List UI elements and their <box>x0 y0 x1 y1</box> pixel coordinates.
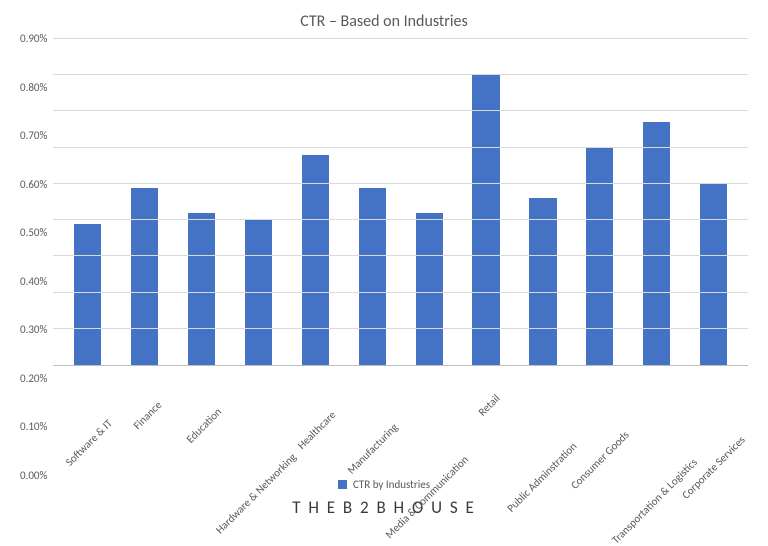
bar-slot <box>515 39 572 365</box>
bar-slot <box>344 39 401 365</box>
bar-slot <box>628 39 685 365</box>
bar <box>188 213 215 365</box>
gridline <box>53 255 748 256</box>
x-tick-slot: Software & IT <box>59 370 116 476</box>
gridline <box>53 183 748 184</box>
gridline <box>53 292 748 293</box>
bar-slot <box>571 39 628 365</box>
x-tick-slot: Retail <box>458 370 515 476</box>
gridline <box>53 328 748 329</box>
bar <box>131 188 158 365</box>
legend-swatch <box>338 480 347 489</box>
bar-slot <box>230 39 287 365</box>
bar <box>245 220 272 365</box>
plot-area <box>53 39 748 366</box>
plot-row: 0.90%0.80%0.70%0.60%0.50%0.40%0.30%0.20%… <box>20 39 748 476</box>
gridline <box>53 147 748 148</box>
x-tick-slot: Education <box>173 370 230 476</box>
bar-slot <box>59 39 116 365</box>
bar <box>700 184 727 365</box>
plot-wrap: Software & ITFinanceEducationHardware & … <box>53 39 748 476</box>
x-tick-slot: Finance <box>116 370 173 476</box>
bar <box>416 213 443 365</box>
legend-label: CTR by Industries <box>353 478 430 491</box>
chart-title: CTR – Based on Industries <box>20 12 748 31</box>
x-tick-slot: Healthcare <box>287 370 344 476</box>
chart-container: CTR – Based on Industries 0.90%0.80%0.70… <box>0 0 768 526</box>
x-axis: Software & ITFinanceEducationHardware & … <box>53 366 748 476</box>
y-axis: 0.90%0.80%0.70%0.60%0.50%0.40%0.30%0.20%… <box>20 39 53 476</box>
x-tick-slot: Transportation & Logistics <box>628 370 685 476</box>
gridline <box>53 38 748 39</box>
x-tick-slot: Corporate Services <box>685 370 742 476</box>
bar <box>529 198 556 365</box>
bar-slot <box>116 39 173 365</box>
legend: CTR by Industries <box>20 478 748 491</box>
gridline <box>53 219 748 220</box>
bar-slot <box>287 39 344 365</box>
gridline <box>53 110 748 111</box>
bars-layer <box>53 39 748 365</box>
bar-slot <box>401 39 458 365</box>
x-tick-slot: Consumer Goods <box>571 370 628 476</box>
bar <box>74 224 101 365</box>
gridline <box>53 74 748 75</box>
bar-slot <box>458 39 515 365</box>
x-tick-slot: Media & Communication <box>401 370 458 476</box>
x-tick-slot: Hardware & Networking <box>230 370 287 476</box>
bar-slot <box>685 39 742 365</box>
bar <box>302 155 329 365</box>
x-tick-slot: Public Adminstration <box>515 370 572 476</box>
bar-slot <box>173 39 230 365</box>
bar <box>359 188 386 365</box>
x-tick-slot: Manufacturing <box>344 370 401 476</box>
